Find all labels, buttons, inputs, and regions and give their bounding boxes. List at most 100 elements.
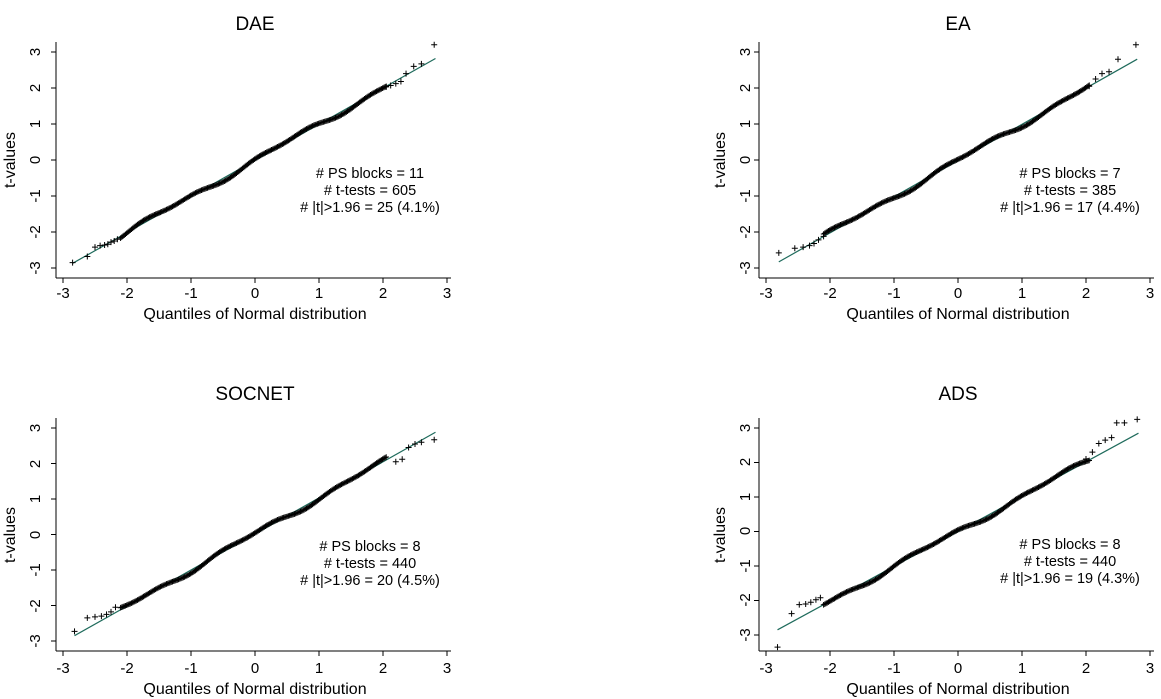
qq-point [141, 216, 148, 223]
qq-point [1113, 419, 1120, 426]
qq-point [262, 149, 269, 156]
qq-point [1028, 488, 1035, 494]
panel-ea: EA t-values Quantiles of Normal distribu… [712, 14, 1154, 323]
x-axis-ticks: -3 -2 -1 0 1 2 3 [759, 285, 1154, 302]
qq-point [1067, 94, 1073, 100]
qq-point [1022, 491, 1029, 497]
qq-point [337, 482, 344, 488]
qq-point [403, 70, 410, 77]
qq-point [918, 547, 925, 553]
qq-point [269, 146, 276, 153]
y-axis-title: t-values [2, 132, 19, 188]
qq-point [922, 545, 928, 552]
qq-point [158, 583, 165, 589]
qq-point [1030, 486, 1037, 493]
qq-point [195, 188, 201, 195]
x-tick-label: -2 [823, 660, 836, 677]
x-tick-label: -1 [184, 285, 197, 302]
qq-point [993, 134, 1000, 140]
y-tick-label: 1 [737, 493, 754, 501]
qq-point [151, 587, 158, 593]
qq-point [912, 549, 919, 556]
y-tick-label: 1 [27, 120, 44, 128]
qq-point [1032, 486, 1038, 492]
panel-title: SOCNET [215, 384, 295, 405]
qq-point [1033, 485, 1039, 492]
qq-point [129, 599, 136, 606]
y-axis-title: t-values [2, 507, 19, 563]
qq-point [298, 508, 305, 514]
qq-point [865, 580, 872, 587]
qq-point [257, 152, 264, 159]
qq-point [169, 203, 176, 210]
x-axis-title: Quantiles of Normal distribution [143, 681, 366, 698]
qq-point [914, 548, 921, 555]
qq-point [948, 530, 955, 537]
qq-point [841, 590, 847, 596]
qq-point [383, 83, 390, 90]
qq-point [1086, 457, 1092, 464]
t-tests-note: # t-tests = 385 [1024, 183, 1116, 199]
qq-point [269, 519, 276, 525]
qq-point [196, 188, 202, 195]
qq-point [275, 143, 282, 150]
qq-point [873, 202, 880, 209]
qq-point [197, 187, 204, 194]
qq-point [1039, 482, 1045, 489]
qq-point [161, 207, 167, 214]
qq-point [949, 159, 956, 165]
qq-point [946, 160, 952, 167]
qq-point [1132, 41, 1139, 48]
qq-point-band [820, 457, 1092, 608]
qq-point [399, 456, 406, 463]
qq-point-band [117, 454, 389, 611]
qq-point [418, 439, 425, 446]
qq-point [410, 63, 417, 70]
y-tick-label: 3 [737, 48, 754, 56]
qq-point [1115, 56, 1121, 63]
qq-point [192, 190, 199, 196]
qq-point [164, 206, 171, 212]
qq-point [260, 151, 266, 157]
t-tests-note: # t-tests = 605 [324, 183, 416, 199]
qq-point [852, 215, 858, 222]
qq-point [297, 508, 304, 515]
qq-point [237, 538, 243, 545]
x-tick-label: -2 [823, 285, 836, 302]
qq-point [332, 115, 339, 121]
qq-point [123, 602, 130, 609]
qq-point [1036, 483, 1043, 490]
qq-point [225, 544, 231, 550]
x-tick-label: 3 [443, 660, 451, 677]
qq-point [1023, 490, 1030, 497]
qq-point [830, 225, 837, 231]
qq-point [337, 112, 344, 119]
qq-point [850, 216, 857, 222]
qq-point [951, 529, 957, 535]
qq-point [1020, 124, 1026, 131]
qq-point [125, 601, 131, 608]
x-tick-label: 1 [315, 285, 323, 302]
panel-ads: ADS t-values Quantiles of Normal distrib… [712, 384, 1154, 698]
qq-point [267, 147, 274, 154]
qq-point [984, 515, 991, 522]
qq-point [910, 551, 916, 557]
qq-point [300, 507, 306, 514]
qq-point [162, 207, 169, 213]
x-tick-label: -2 [120, 660, 133, 677]
qq-point [905, 553, 911, 560]
x-tick-label: 0 [251, 660, 259, 677]
qq-point [1035, 484, 1042, 491]
qq-point [911, 550, 917, 557]
qq-point [97, 242, 104, 249]
qq-point [219, 179, 225, 186]
qq-point [272, 518, 278, 524]
qq-point [335, 483, 341, 490]
qq-point [828, 226, 834, 233]
qq-point [187, 192, 194, 199]
stats-annotation: # PS blocks = 11 # t-tests = 605 # |t|>1… [300, 166, 440, 216]
qq-point [983, 516, 990, 523]
qq-point [274, 144, 281, 150]
qq-point [431, 436, 438, 443]
qq-point [847, 217, 853, 224]
